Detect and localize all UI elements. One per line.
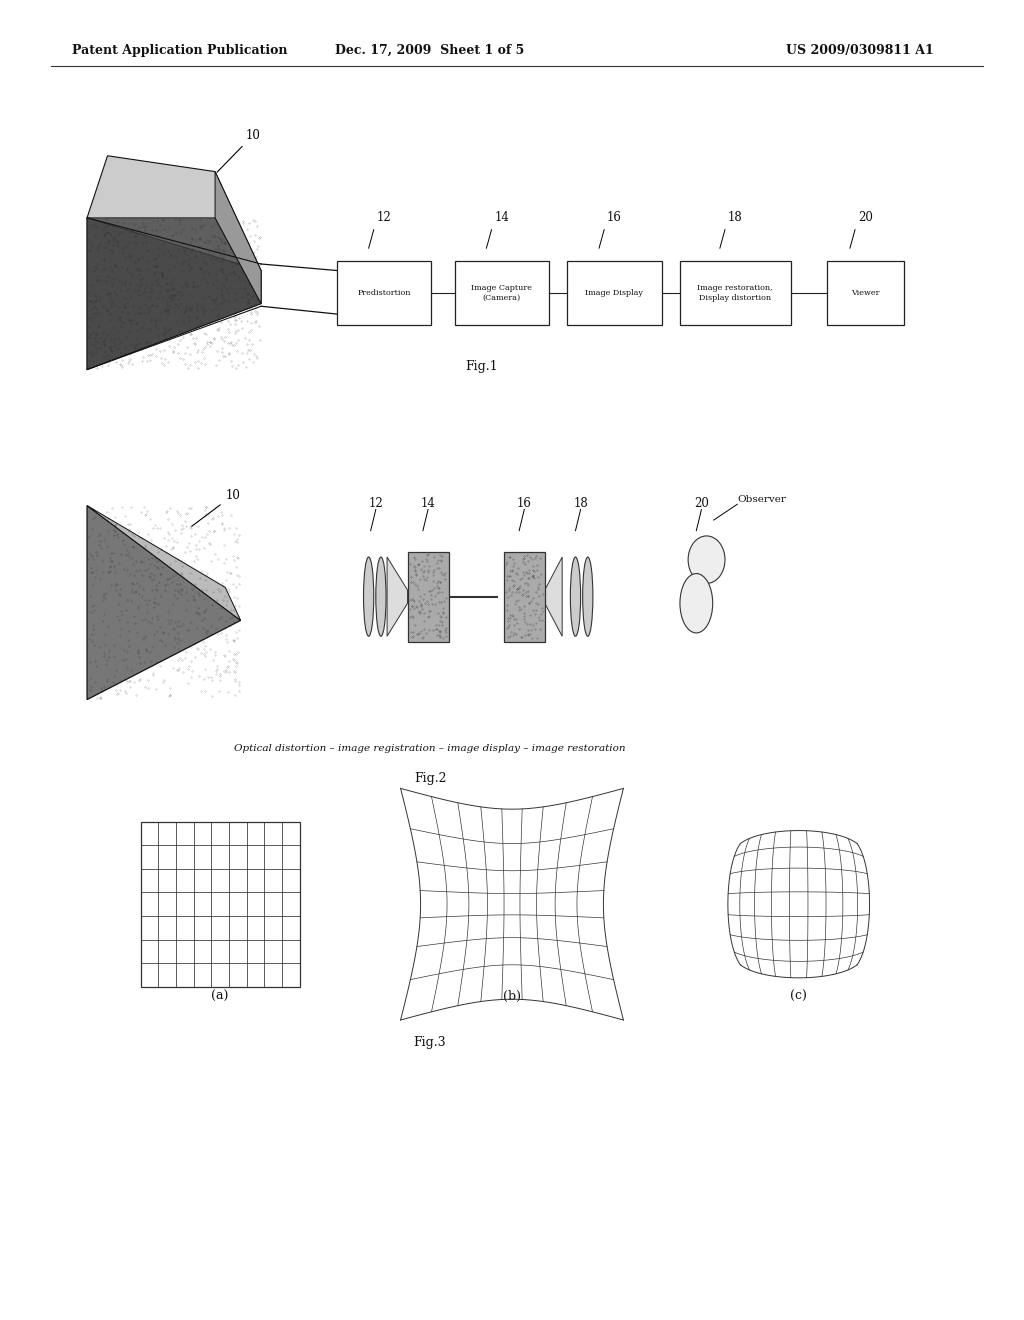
Polygon shape bbox=[387, 557, 408, 636]
Polygon shape bbox=[87, 218, 261, 370]
Ellipse shape bbox=[680, 573, 713, 634]
Polygon shape bbox=[87, 506, 241, 620]
Text: 16: 16 bbox=[517, 496, 531, 510]
Text: Fig.1: Fig.1 bbox=[465, 360, 498, 374]
Polygon shape bbox=[545, 557, 562, 636]
Text: Dec. 17, 2009  Sheet 1 of 5: Dec. 17, 2009 Sheet 1 of 5 bbox=[336, 44, 524, 57]
Text: US 2009/0309811 A1: US 2009/0309811 A1 bbox=[786, 44, 934, 57]
FancyBboxPatch shape bbox=[504, 552, 545, 642]
Polygon shape bbox=[87, 218, 261, 370]
Ellipse shape bbox=[583, 557, 593, 636]
Ellipse shape bbox=[364, 557, 374, 636]
Text: (a): (a) bbox=[212, 990, 228, 1003]
Text: 18: 18 bbox=[573, 496, 588, 510]
Text: 12: 12 bbox=[377, 211, 391, 224]
FancyBboxPatch shape bbox=[337, 261, 431, 325]
Text: Predistortion: Predistortion bbox=[357, 289, 411, 297]
Text: 20: 20 bbox=[858, 211, 872, 224]
Text: 16: 16 bbox=[607, 211, 622, 224]
Text: Image Display: Image Display bbox=[586, 289, 643, 297]
Text: 18: 18 bbox=[728, 211, 742, 224]
Text: Patent Application Publication: Patent Application Publication bbox=[72, 44, 287, 57]
Text: Optical distortion – image registration – image display – image restoration: Optical distortion – image registration … bbox=[234, 744, 626, 752]
Text: 14: 14 bbox=[495, 211, 509, 224]
Circle shape bbox=[688, 536, 725, 583]
FancyBboxPatch shape bbox=[141, 821, 299, 987]
Text: 14: 14 bbox=[421, 496, 435, 510]
FancyBboxPatch shape bbox=[827, 261, 903, 325]
Text: Image Capture
(Camera): Image Capture (Camera) bbox=[471, 284, 532, 302]
Text: 20: 20 bbox=[694, 496, 709, 510]
Text: Fig.2: Fig.2 bbox=[414, 772, 446, 785]
FancyBboxPatch shape bbox=[408, 552, 449, 642]
FancyBboxPatch shape bbox=[455, 261, 549, 325]
Ellipse shape bbox=[376, 557, 386, 636]
Polygon shape bbox=[215, 172, 261, 304]
Text: 12: 12 bbox=[369, 496, 383, 510]
Text: (b): (b) bbox=[503, 990, 521, 1003]
Text: 10: 10 bbox=[217, 128, 261, 172]
Text: Fig.3: Fig.3 bbox=[414, 1036, 446, 1049]
Text: 10: 10 bbox=[191, 488, 241, 527]
Polygon shape bbox=[87, 156, 261, 271]
Text: Observer: Observer bbox=[737, 495, 786, 504]
FancyBboxPatch shape bbox=[680, 261, 791, 325]
Ellipse shape bbox=[570, 557, 581, 636]
FancyBboxPatch shape bbox=[567, 261, 662, 325]
Text: Viewer: Viewer bbox=[851, 289, 880, 297]
Polygon shape bbox=[87, 506, 241, 700]
Text: Image restoration,
Display distortion: Image restoration, Display distortion bbox=[697, 284, 773, 302]
Text: (c): (c) bbox=[791, 990, 807, 1003]
